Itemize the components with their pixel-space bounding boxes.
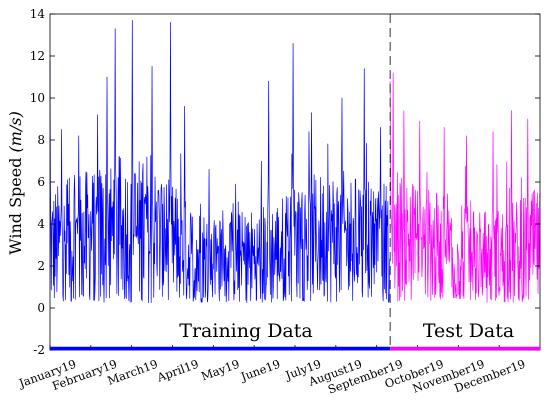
series-training — [49, 19, 391, 304]
y-tick-label: 10 — [30, 91, 45, 105]
series-line-test — [389, 72, 541, 303]
y-axis-label: Wind Speed (m/s) — [6, 111, 25, 255]
y-tick-label: 2 — [37, 259, 45, 273]
x-tick-label: April19 — [154, 357, 200, 385]
y-tick-label: 4 — [37, 217, 45, 231]
y-tick-label: 8 — [37, 133, 45, 147]
test-data-label: Test Data — [423, 320, 514, 342]
y-tick-label: 12 — [30, 49, 45, 63]
training-data-label: Training Data — [179, 320, 312, 342]
series-test — [389, 72, 541, 303]
y-tick-label: 0 — [37, 301, 45, 315]
x-tick-label: May19 — [199, 357, 241, 384]
y-axis-label-unit: (m/s) — [6, 111, 25, 152]
y-axis-label-prefix: Wind Speed — [6, 152, 25, 254]
y-tick-label: 14 — [30, 7, 46, 21]
series-layer — [49, 19, 541, 304]
y-tick-label: -2 — [33, 343, 45, 357]
series-line-training — [49, 19, 391, 304]
x-tick-label: June19 — [238, 357, 282, 384]
y-tick-label: 6 — [37, 175, 45, 189]
